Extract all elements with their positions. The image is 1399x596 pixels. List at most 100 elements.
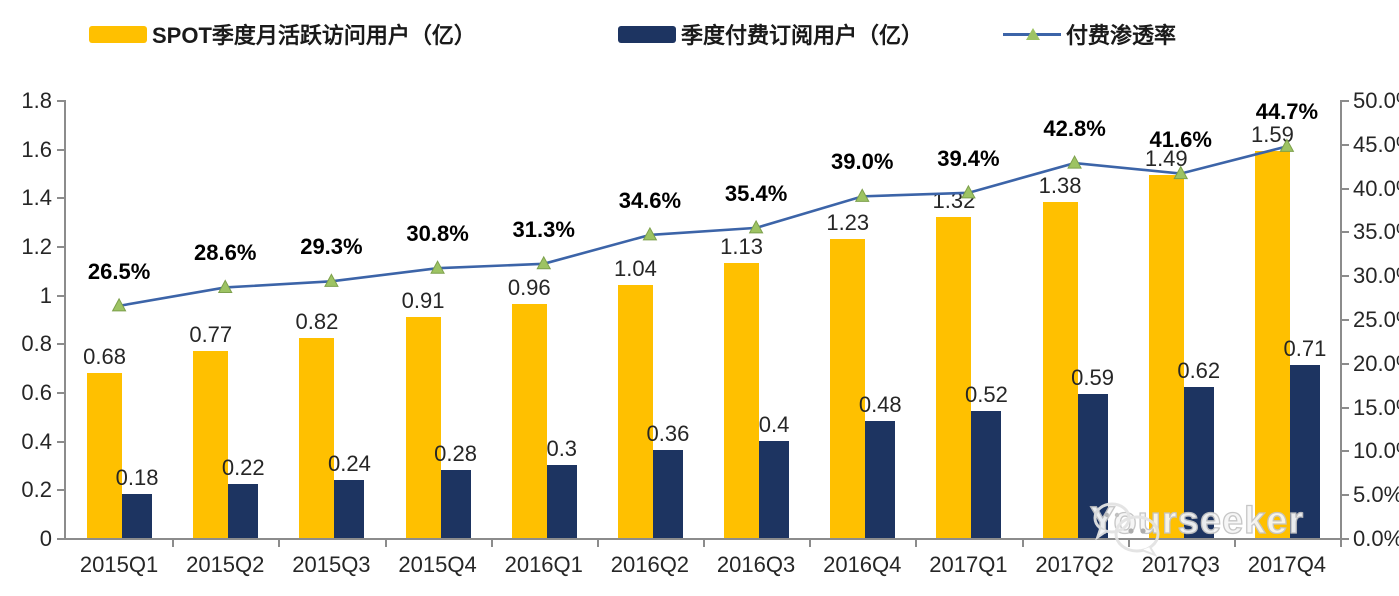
y-axis-left-tick — [57, 343, 64, 346]
bar-label-mau: 1.13 — [720, 234, 763, 260]
x-axis-category-label: 2017Q3 — [1141, 552, 1220, 577]
legend-swatch-subscribers — [618, 25, 676, 43]
y-axis-left-tick — [57, 197, 64, 200]
bar-mau — [1042, 202, 1078, 538]
line-marker-triangle — [1279, 138, 1295, 152]
pct-label-penetration: 34.6% — [618, 187, 682, 213]
line-marker-triangle — [111, 297, 127, 312]
y-axis-right-tick — [1342, 187, 1349, 190]
y-axis-left-label: 0.8 — [21, 331, 52, 357]
y-axis-right-label: 25.0% — [1353, 307, 1399, 332]
bar-mau — [193, 350, 229, 538]
x-axis-tick — [703, 540, 705, 547]
line-marker-triangle — [854, 188, 870, 202]
bar-label-mau: 0.91 — [401, 287, 445, 313]
y-axis-right-label: 0.0% — [1353, 526, 1399, 551]
y-axis-right-tick — [1342, 362, 1349, 365]
bar-label-subscribers: 0.62 — [1177, 358, 1221, 384]
y-axis-left-tick — [57, 440, 64, 443]
bar-label-subscribers: 0.59 — [1071, 365, 1114, 391]
y-axis-right-label: 20.0% — [1353, 350, 1399, 376]
x-axis-tick — [490, 540, 493, 547]
x-axis-tick — [596, 540, 599, 547]
y-axis-right-label: 10.0% — [1353, 438, 1399, 464]
x-axis-tick — [1233, 540, 1236, 547]
bar-mau — [405, 316, 441, 538]
bar-subscribers — [1077, 394, 1108, 538]
legend-swatch-mau — [89, 25, 147, 43]
bar-subscribers — [971, 411, 1002, 538]
line-marker-triangle — [1067, 155, 1082, 169]
bar-label-mau: 0.68 — [83, 343, 126, 369]
bar-subscribers — [440, 469, 471, 538]
bar-label-mau: 1.23 — [826, 209, 870, 235]
bar-label-subscribers: 0.28 — [434, 440, 477, 466]
bar-mau — [830, 238, 866, 538]
y-axis-left-label: 0.2 — [21, 477, 52, 503]
pct-label-penetration: 42.8% — [1043, 116, 1106, 142]
bar-label-mau: 0.96 — [507, 275, 551, 301]
pct-label-penetration: 41.6% — [1149, 126, 1212, 152]
bar-label-mau: 0.82 — [295, 309, 339, 335]
x-axis-category-label: 2017Q2 — [1035, 552, 1114, 577]
y-axis-right-label: 45.0% — [1353, 131, 1399, 157]
x-axis-category-label: 2016Q1 — [504, 552, 583, 577]
y-axis-right-tick — [1342, 450, 1349, 453]
x-axis-category-label: 2015Q2 — [186, 552, 265, 577]
y-axis-left-tick — [57, 489, 64, 492]
x-axis-tick — [1021, 540, 1024, 547]
bar-label-mau: 1.38 — [1038, 173, 1082, 199]
y-axis-right-tick — [1342, 319, 1349, 321]
line-marker-triangle — [324, 273, 339, 287]
bar-subscribers — [1289, 365, 1320, 538]
bar-mau — [1254, 151, 1290, 538]
x-axis-category-label: 2016Q3 — [716, 552, 796, 577]
x-axis-tick — [278, 540, 281, 547]
line-marker-triangle — [642, 226, 658, 241]
legend-item-mau: SPOT季度月活跃访问用户（亿） — [89, 18, 476, 50]
x-axis-category-label: 2015Q4 — [398, 552, 477, 577]
line-marker-triangle — [536, 255, 552, 270]
x-axis-tick — [172, 540, 175, 547]
bar-subscribers — [546, 465, 577, 538]
y-axis-left-label: 0 — [39, 526, 52, 551]
pct-label-penetration: 35.4% — [724, 180, 788, 206]
bar-subscribers — [334, 479, 365, 538]
x-axis-category-label: 2016Q2 — [610, 552, 690, 577]
y-axis-left-tick — [57, 294, 64, 297]
pct-label-penetration: 26.5% — [87, 258, 151, 284]
line-marker-triangle — [748, 219, 764, 234]
y-axis-right-tick — [1342, 538, 1349, 540]
bar-label-subscribers: 0.3 — [546, 436, 578, 461]
pct-label-penetration: 31.3% — [512, 216, 575, 242]
x-axis — [64, 538, 1342, 540]
bar-mau — [299, 338, 335, 538]
y-axis-right-label: 40.0% — [1353, 175, 1399, 201]
bar-label-mau: 0.77 — [189, 321, 233, 347]
bar-label-subscribers: 0.24 — [327, 450, 371, 476]
x-axis-tick — [809, 540, 812, 547]
bar-mau — [724, 263, 760, 538]
legend-label-penetration: 付费渗透率 — [1066, 23, 1177, 48]
pct-label-penetration: 39.4% — [937, 145, 1000, 171]
line-marker-triangle — [430, 260, 445, 274]
x-axis-category-label: 2015Q1 — [79, 552, 159, 577]
watermark: Yourseeker — [1089, 499, 1304, 558]
bar-label-subscribers: 0.22 — [221, 455, 265, 481]
y-axis-right-label: 15.0% — [1353, 394, 1399, 420]
legend-item-penetration: 付费渗透率 — [1003, 18, 1176, 50]
bar-label-subscribers: 0.52 — [964, 382, 1008, 408]
y-axis-left — [64, 100, 66, 540]
pct-label-penetration: 39.0% — [831, 149, 894, 175]
bar-label-subscribers: 0.71 — [1283, 336, 1327, 362]
pct-label-penetration: 28.6% — [194, 240, 257, 266]
x-axis-tick — [384, 540, 387, 547]
bar-mau — [87, 372, 123, 538]
wechat-icon — [1093, 502, 1160, 558]
legend-line-marker-icon — [1003, 26, 1061, 43]
bar-label-subscribers: 0.36 — [646, 421, 690, 447]
y-axis-left-label: 1.4 — [21, 185, 52, 211]
legend-item-subscribers: 季度付费订阅用户（亿） — [618, 18, 923, 50]
